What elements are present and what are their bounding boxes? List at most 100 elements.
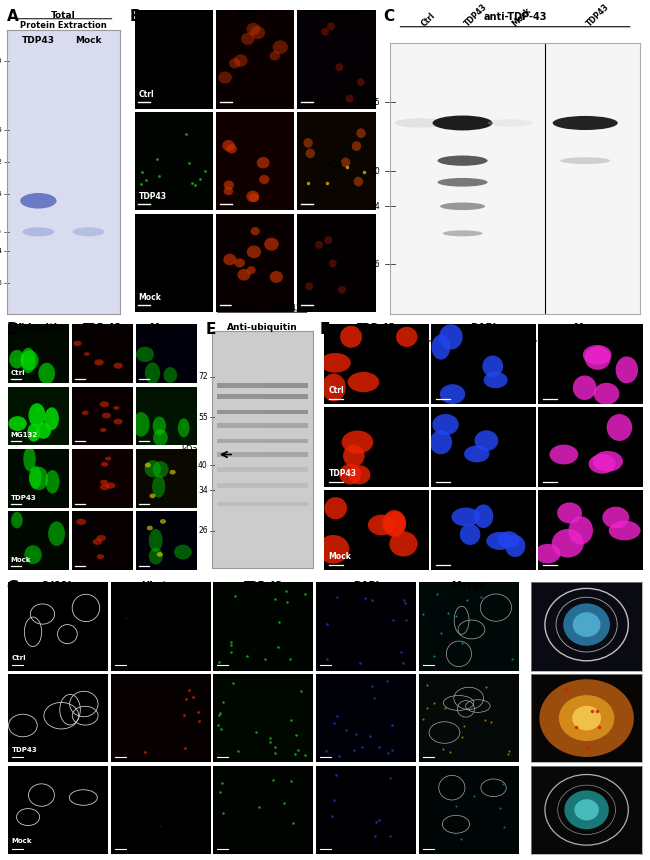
Text: 34: 34	[0, 248, 2, 254]
Ellipse shape	[552, 116, 618, 130]
Ellipse shape	[395, 118, 445, 128]
Ellipse shape	[368, 514, 395, 535]
Ellipse shape	[573, 612, 601, 637]
Ellipse shape	[572, 706, 601, 730]
Text: Mock: Mock	[12, 838, 32, 845]
Ellipse shape	[48, 521, 65, 546]
Bar	[217, 439, 265, 444]
Ellipse shape	[482, 355, 503, 377]
Ellipse shape	[92, 538, 102, 545]
Ellipse shape	[73, 341, 82, 347]
Ellipse shape	[259, 175, 269, 184]
Bar	[217, 483, 265, 488]
Ellipse shape	[264, 237, 279, 251]
Ellipse shape	[437, 178, 488, 187]
Ellipse shape	[224, 187, 233, 195]
Ellipse shape	[322, 373, 346, 402]
Text: TDP-43: TDP-43	[235, 10, 275, 21]
Ellipse shape	[178, 418, 190, 438]
Ellipse shape	[241, 33, 255, 45]
Text: TDP43: TDP43	[328, 470, 357, 478]
Text: Ubiquitin: Ubiquitin	[13, 323, 64, 334]
Text: Ctrl: Ctrl	[11, 370, 25, 376]
Ellipse shape	[102, 413, 111, 418]
Ellipse shape	[346, 95, 354, 102]
Text: 40: 40	[198, 461, 208, 470]
Text: E: E	[205, 322, 216, 337]
Bar	[265, 409, 307, 415]
Bar	[265, 439, 307, 444]
Ellipse shape	[76, 519, 86, 525]
Text: C: C	[384, 9, 395, 23]
Ellipse shape	[321, 28, 329, 35]
Ellipse shape	[247, 266, 255, 274]
Ellipse shape	[8, 416, 27, 431]
Ellipse shape	[152, 476, 165, 498]
Ellipse shape	[306, 282, 313, 290]
Ellipse shape	[99, 402, 109, 408]
Ellipse shape	[114, 363, 123, 369]
Ellipse shape	[29, 403, 46, 427]
Ellipse shape	[234, 54, 248, 67]
Text: G: G	[6, 580, 19, 595]
Text: 40: 40	[370, 167, 380, 175]
Ellipse shape	[163, 367, 177, 383]
Ellipse shape	[174, 544, 192, 560]
Text: Mock: Mock	[11, 557, 31, 563]
Text: DAPI: DAPI	[471, 323, 497, 334]
Ellipse shape	[133, 412, 150, 437]
Text: TDP43: TDP43	[12, 746, 38, 752]
Ellipse shape	[340, 326, 362, 347]
Text: 170: 170	[0, 58, 2, 64]
Ellipse shape	[24, 545, 42, 564]
Ellipse shape	[593, 451, 623, 472]
Ellipse shape	[149, 548, 162, 564]
Text: F: F	[320, 322, 330, 337]
Text: Merge: Merge	[319, 10, 354, 21]
Text: 55: 55	[370, 98, 380, 107]
Ellipse shape	[559, 695, 614, 741]
Bar	[217, 467, 265, 471]
Bar	[217, 409, 265, 415]
Ellipse shape	[549, 445, 578, 464]
Ellipse shape	[73, 227, 104, 237]
Ellipse shape	[486, 531, 514, 550]
Ellipse shape	[105, 457, 111, 461]
Ellipse shape	[247, 245, 261, 258]
Text: Ctrl: Ctrl	[12, 654, 27, 660]
Ellipse shape	[100, 484, 110, 490]
Text: TDP43: TDP43	[463, 2, 489, 28]
Ellipse shape	[593, 383, 619, 405]
Text: Mock: Mock	[510, 5, 532, 28]
Text: Intracellular: Intracellular	[447, 354, 489, 360]
Ellipse shape	[101, 462, 109, 467]
Ellipse shape	[348, 372, 379, 392]
Ellipse shape	[272, 40, 288, 54]
Ellipse shape	[389, 531, 417, 556]
Ellipse shape	[100, 428, 107, 432]
Bar	[265, 423, 307, 428]
Ellipse shape	[250, 26, 265, 40]
Text: Anti-ubiquitin: Anti-ubiquitin	[227, 323, 298, 332]
Text: anti-TDP-43: anti-TDP-43	[484, 12, 547, 22]
Text: 55: 55	[0, 191, 2, 197]
Ellipse shape	[464, 445, 489, 463]
Ellipse shape	[96, 535, 106, 541]
Ellipse shape	[343, 445, 365, 467]
Ellipse shape	[20, 350, 38, 371]
Text: 26: 26	[0, 280, 2, 286]
Ellipse shape	[335, 64, 343, 71]
Text: 55: 55	[198, 413, 208, 422]
Ellipse shape	[474, 505, 493, 528]
Ellipse shape	[324, 497, 347, 519]
Ellipse shape	[443, 230, 482, 237]
Ellipse shape	[338, 286, 346, 294]
Ellipse shape	[339, 464, 361, 484]
Text: 40: 40	[0, 229, 2, 235]
Text: Ctrl: Ctrl	[328, 386, 344, 395]
Ellipse shape	[246, 22, 261, 35]
Ellipse shape	[113, 406, 120, 410]
Ellipse shape	[606, 414, 632, 441]
Ellipse shape	[251, 227, 260, 236]
Ellipse shape	[160, 519, 166, 524]
